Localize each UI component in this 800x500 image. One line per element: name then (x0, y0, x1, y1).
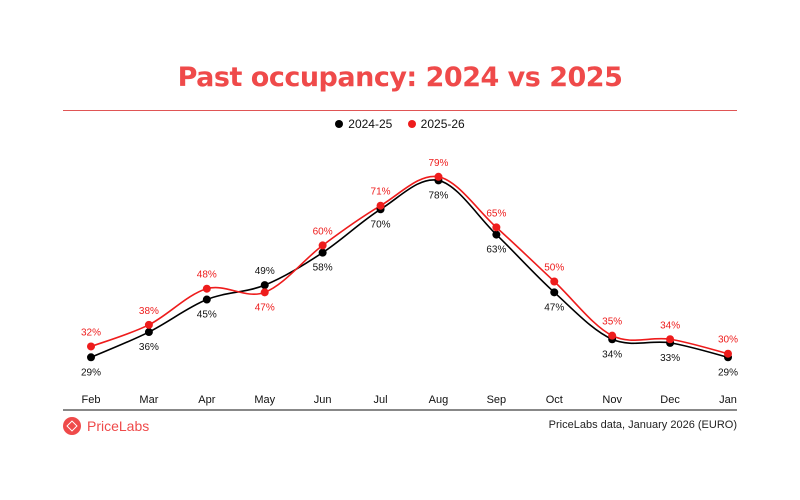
data-label: 29% (718, 367, 738, 378)
data-point (260, 288, 269, 297)
data-label: 38% (139, 306, 159, 317)
data-label: 58% (313, 263, 333, 274)
series-line-2025-26 (90, 175, 729, 355)
brand-name: PriceLabs (87, 418, 150, 434)
data-point (550, 277, 559, 286)
legend-dot-icon (407, 120, 416, 128)
data-point (87, 353, 95, 362)
data-point (666, 335, 675, 344)
data-label: 49% (255, 266, 275, 277)
x-tick-label-dec: Dec (660, 394, 680, 406)
x-tick-label-mar: Mar (139, 394, 158, 406)
data-point (260, 281, 269, 290)
data-point (492, 230, 501, 239)
data-point (492, 223, 501, 232)
data-label: 78% (428, 190, 448, 201)
x-tick-label-aug: Aug (429, 394, 449, 406)
x-tick-label-jan: Jan (719, 394, 737, 406)
data-point (724, 349, 732, 358)
data-label: 70% (371, 219, 391, 230)
x-tick-label-apr: Apr (198, 394, 215, 406)
data-point (87, 342, 95, 351)
x-tick-label-jul: Jul (374, 394, 388, 406)
title-divider (63, 110, 737, 111)
x-axis-line (63, 409, 737, 411)
data-label: 50% (544, 263, 564, 274)
data-label: 63% (486, 245, 506, 256)
data-label: 33% (660, 353, 680, 364)
data-point (608, 331, 617, 340)
data-label: 47% (255, 302, 275, 313)
data-point (318, 241, 327, 250)
pricelabs-logo-icon (63, 417, 81, 435)
legend: 2024-25 2025-26 (0, 117, 800, 131)
data-label: 36% (139, 342, 159, 353)
legend-item-2025-26: 2025-26 (407, 117, 465, 131)
data-label: 47% (544, 302, 564, 313)
data-label: 65% (486, 208, 506, 219)
data-label: 34% (660, 320, 680, 331)
data-point (376, 201, 385, 210)
data-label: 32% (81, 327, 101, 338)
x-tick-label-oct: Oct (546, 394, 563, 406)
data-label: 45% (197, 310, 217, 321)
data-label: 30% (718, 335, 738, 346)
data-point (434, 172, 443, 181)
pricelabs-logo: PriceLabs (63, 417, 149, 435)
data-label: 35% (602, 317, 622, 328)
chart-title: Past occupancy: 2024 vs 2025 (177, 62, 623, 93)
x-tick-label-sep: Sep (487, 394, 507, 406)
x-tick-label-feb: Feb (82, 394, 101, 406)
data-label: 71% (371, 187, 391, 198)
data-label: 48% (197, 270, 217, 281)
data-label: 34% (602, 349, 622, 360)
data-point (144, 328, 153, 337)
legend-item-2024-25: 2024-25 (335, 117, 392, 131)
data-point (318, 248, 327, 257)
legend-label: 2024-25 (348, 117, 393, 131)
source-note: PriceLabs data, January 2026 (EURO) (548, 419, 737, 431)
data-point (550, 288, 559, 297)
data-label: 79% (428, 158, 448, 169)
legend-label: 2025-26 (420, 117, 465, 131)
data-label: 60% (313, 226, 333, 237)
x-tick-label-may: May (254, 394, 275, 406)
series-line-2024-25 (90, 179, 729, 359)
data-point (202, 284, 211, 293)
data-point (144, 320, 153, 329)
legend-dot-icon (335, 120, 344, 128)
x-tick-label-nov: Nov (602, 394, 622, 406)
x-tick-label-jun: Jun (314, 394, 332, 406)
data-label: 29% (81, 367, 101, 378)
data-point (202, 295, 211, 304)
